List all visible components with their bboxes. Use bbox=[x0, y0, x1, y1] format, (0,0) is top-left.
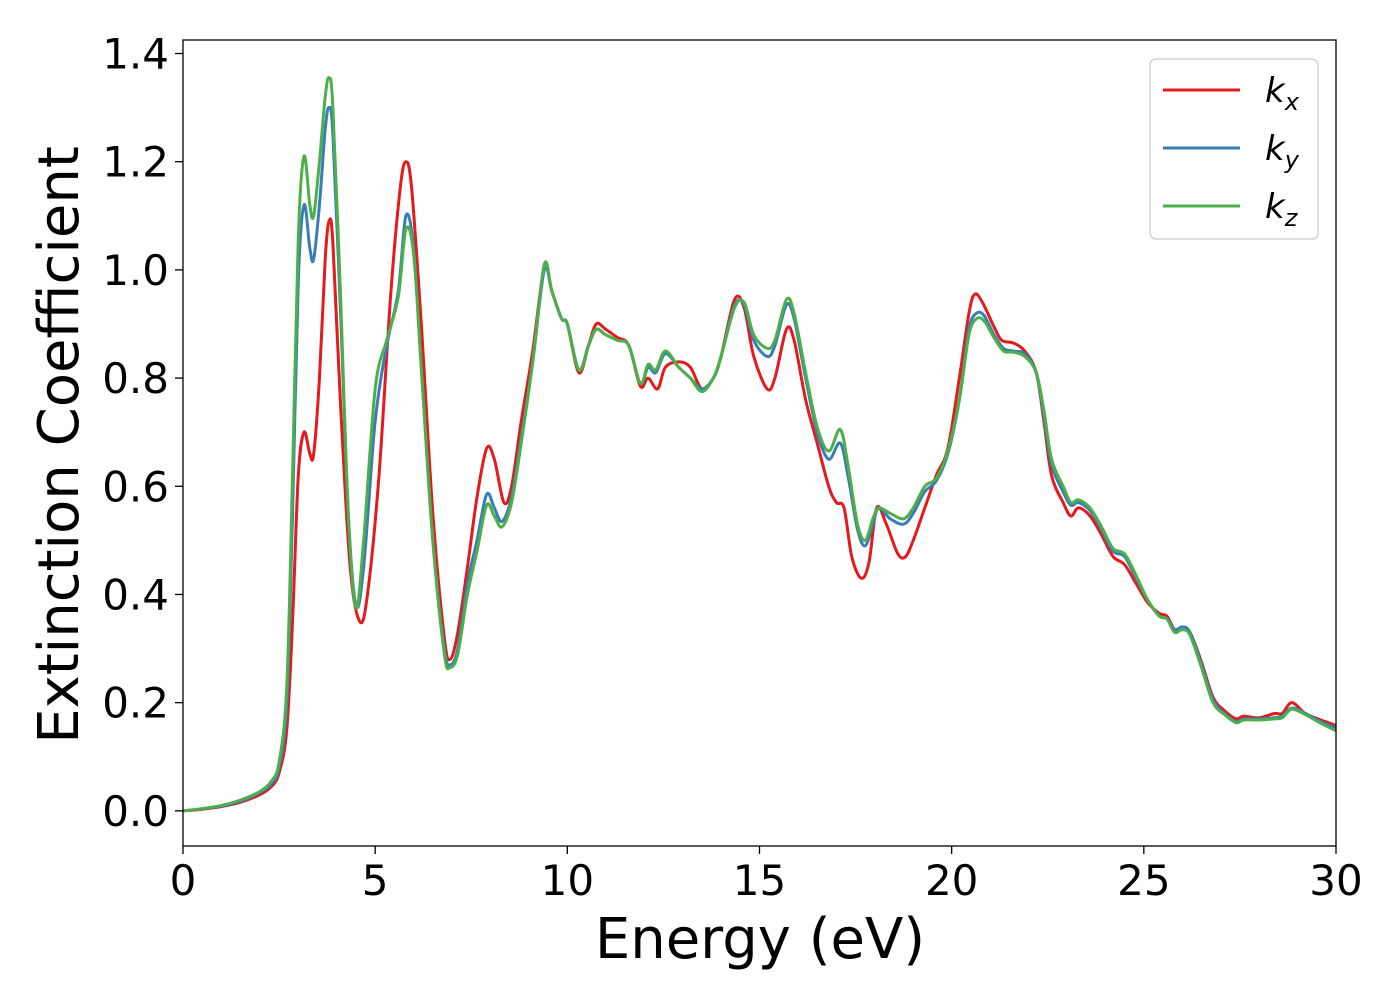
x-tick-label: 0 bbox=[170, 856, 197, 905]
x-tick-label: 30 bbox=[1309, 856, 1362, 905]
series-line-z bbox=[183, 76, 1336, 813]
y-tick-label: 1.2 bbox=[102, 138, 169, 187]
y-tick-label: 0.2 bbox=[102, 679, 169, 728]
series-lines bbox=[183, 76, 1336, 813]
x-tick-label: 5 bbox=[362, 856, 389, 905]
x-tick-label: 15 bbox=[733, 856, 786, 905]
legend: kx ky kz bbox=[1149, 58, 1319, 240]
y-axis-title: Extinction Coefficient bbox=[27, 146, 92, 744]
x-tick-label: 10 bbox=[541, 856, 594, 905]
y-tick-label: 0.0 bbox=[102, 787, 169, 836]
y-tick-label: 1.4 bbox=[102, 30, 169, 79]
legend-label-x: kx bbox=[1265, 71, 1300, 116]
y-tick-label: 0.8 bbox=[102, 354, 169, 403]
y-tick-label: 0.6 bbox=[102, 462, 169, 511]
x-tick-label: 25 bbox=[1117, 856, 1170, 905]
legend-label-z: kz bbox=[1265, 187, 1299, 232]
legend-label-y: ky bbox=[1265, 129, 1300, 174]
x-axis-title: Energy (eV) bbox=[595, 907, 925, 972]
y-tick-label: 0.4 bbox=[102, 570, 169, 619]
series-line-x bbox=[183, 160, 1336, 813]
x-tick-label: 20 bbox=[925, 856, 978, 905]
ticks: 0 5 10 15 20 25 30 0.0 0.2 0.4 0.6 0.8 1.0 1.2 1.4 bbox=[102, 30, 1363, 905]
y-tick-label: 1.0 bbox=[102, 246, 169, 295]
